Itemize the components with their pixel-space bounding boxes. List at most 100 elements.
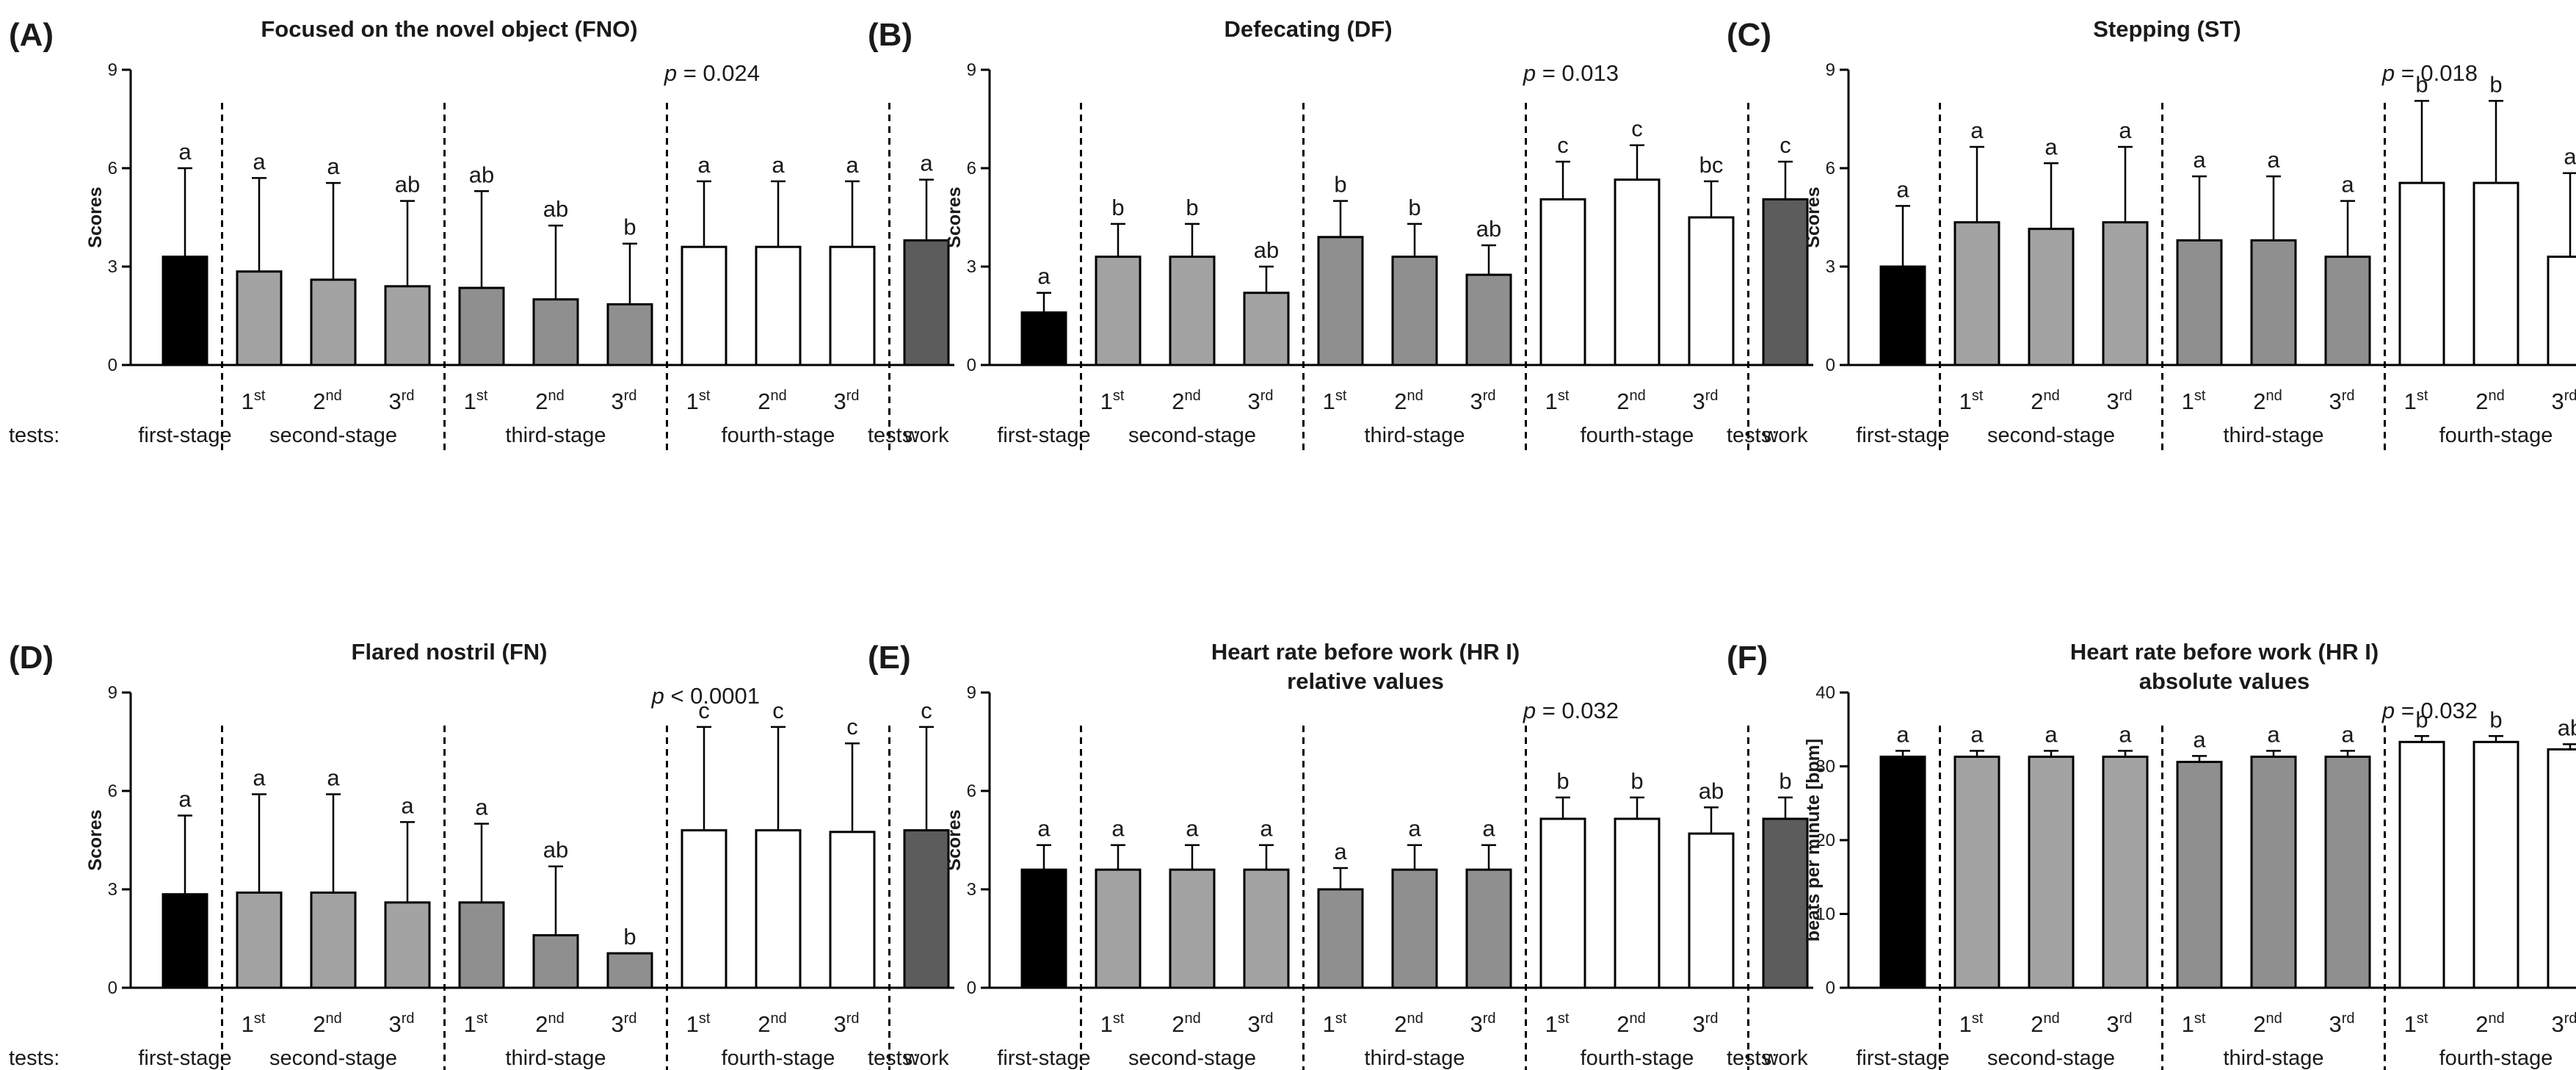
group-label: third-stage <box>2223 424 2323 447</box>
group-label: second-stage <box>1128 424 1256 447</box>
group-label: third-stage <box>2223 1046 2323 1070</box>
ordinal-label: 1st <box>2182 1011 2206 1037</box>
chart-panel-e: (E) Heart rate before work (HR I) relative… <box>868 639 1813 1070</box>
significance-letter: a <box>846 152 859 178</box>
bar <box>903 239 950 366</box>
bar <box>1095 256 1142 366</box>
bar <box>1762 817 1809 989</box>
y-tick-label: 6 <box>1826 159 1835 178</box>
chart-panel-c: (C) Stepping (ST) p = 0.018 0 3 6 9 Scores a a a a a… <box>1727 16 2576 452</box>
bar <box>2250 755 2297 989</box>
bar <box>1953 221 2000 366</box>
significance-letter: b <box>2489 706 2502 732</box>
significance-letter: ab <box>1476 216 1501 242</box>
group-label: first-stage <box>997 424 1090 447</box>
bar <box>829 245 876 366</box>
y-tick-label: 0 <box>1826 978 1835 998</box>
y-tick-label: 30 <box>1815 757 1835 777</box>
ordinal-label: 2nd <box>2031 388 2060 414</box>
significance-letter: a <box>1186 816 1199 842</box>
chart-title: Defecating (DF) <box>1224 16 1392 42</box>
ordinal-label: 1st <box>686 388 711 414</box>
p-value: p = 0.032 <box>2381 698 2478 723</box>
significance-letter: a <box>1111 816 1125 842</box>
bar <box>2472 740 2519 989</box>
significance-letter: a <box>2119 721 2132 747</box>
group-label: work <box>1762 424 1808 447</box>
tests-label: tests: <box>868 1046 918 1070</box>
bar <box>1465 273 1512 366</box>
chart-panel-f: (F) Heart rate before work (HR I) absolute… <box>1727 639 2576 1070</box>
significance-letter: a <box>2045 134 2058 159</box>
significance-letter: a <box>772 152 785 178</box>
y-tick-label: 6 <box>108 781 117 801</box>
bar <box>2547 256 2576 366</box>
significance-letter: a <box>2193 147 2206 173</box>
group-label: fourth-stage <box>1581 1046 1694 1070</box>
y-tick-label: 0 <box>108 355 117 375</box>
group-label: second-stage <box>269 424 397 447</box>
bar <box>1243 868 1290 989</box>
significance-letter: c <box>846 714 858 740</box>
significance-letter: c <box>772 698 784 723</box>
y-tick-label: 9 <box>108 683 117 703</box>
significance-letter: b <box>623 924 636 950</box>
bar <box>532 934 579 989</box>
ordinal-label: 1st <box>1959 388 1984 414</box>
ordinal-label: 2nd <box>1394 388 1423 414</box>
y-tick-label: 3 <box>967 880 976 900</box>
ordinal-label: 2nd <box>2253 388 2282 414</box>
significance-letter: b <box>1556 768 1569 794</box>
bar <box>310 278 357 366</box>
bar <box>1688 832 1735 989</box>
ordinal-label: 2nd <box>2253 1011 2282 1037</box>
ordinal-label: 1st <box>1959 1011 1984 1037</box>
ordinal-label: 1st <box>464 1011 488 1037</box>
bar <box>681 829 728 989</box>
bar <box>1465 868 1512 989</box>
ordinal-label: 1st <box>1323 1011 1347 1037</box>
significance-letter: b <box>2489 71 2502 97</box>
bar <box>384 901 431 989</box>
bar <box>2028 755 2075 989</box>
ordinal-label: 3rd <box>2329 388 2354 414</box>
bar <box>532 298 579 366</box>
bar <box>2176 760 2223 989</box>
group-label: third-stage <box>1364 424 1465 447</box>
significance-letter: a <box>327 764 340 790</box>
significance-letter: a <box>1408 816 1421 842</box>
chart-title: Stepping (ST) <box>2093 16 2241 42</box>
significance-letter: a <box>2564 144 2576 170</box>
significance-letter: a <box>1896 721 1909 747</box>
ordinal-label: 1st <box>1100 1011 1125 1037</box>
y-axis-label: Scores <box>944 809 965 870</box>
ordinal-label: 1st <box>464 388 488 414</box>
group-label: first-stage <box>997 1046 1090 1070</box>
bar <box>1391 868 1438 989</box>
ordinal-label: 2nd <box>1617 1011 1646 1037</box>
ordinal-label: 2nd <box>2475 388 2505 414</box>
significance-letter: a <box>475 795 488 820</box>
tests-label: tests: <box>9 424 59 447</box>
significance-letter: b <box>1779 768 1791 794</box>
significance-letter: b <box>1630 768 1643 794</box>
tests-label: tests: <box>868 424 918 447</box>
bar <box>458 901 505 989</box>
significance-letter: a <box>2193 726 2206 752</box>
y-tick-label: 3 <box>108 880 117 900</box>
bar <box>1169 256 1216 366</box>
significance-letter: c <box>1557 132 1569 158</box>
y-tick-label: 6 <box>967 159 976 178</box>
y-tick-label: 3 <box>108 257 117 277</box>
ordinal-label: 1st <box>1545 388 1570 414</box>
y-tick-label: 6 <box>108 159 117 178</box>
significance-letter: ab <box>1699 778 1724 803</box>
ordinal-label: 1st <box>2404 388 2428 414</box>
significance-letter: a <box>253 764 266 790</box>
bar <box>162 256 208 366</box>
bar <box>1614 817 1661 989</box>
group-label: first-stage <box>138 424 231 447</box>
significance-letter: a <box>1896 176 1909 202</box>
chart-title: Focused on the novel object (FNO) <box>261 16 637 42</box>
